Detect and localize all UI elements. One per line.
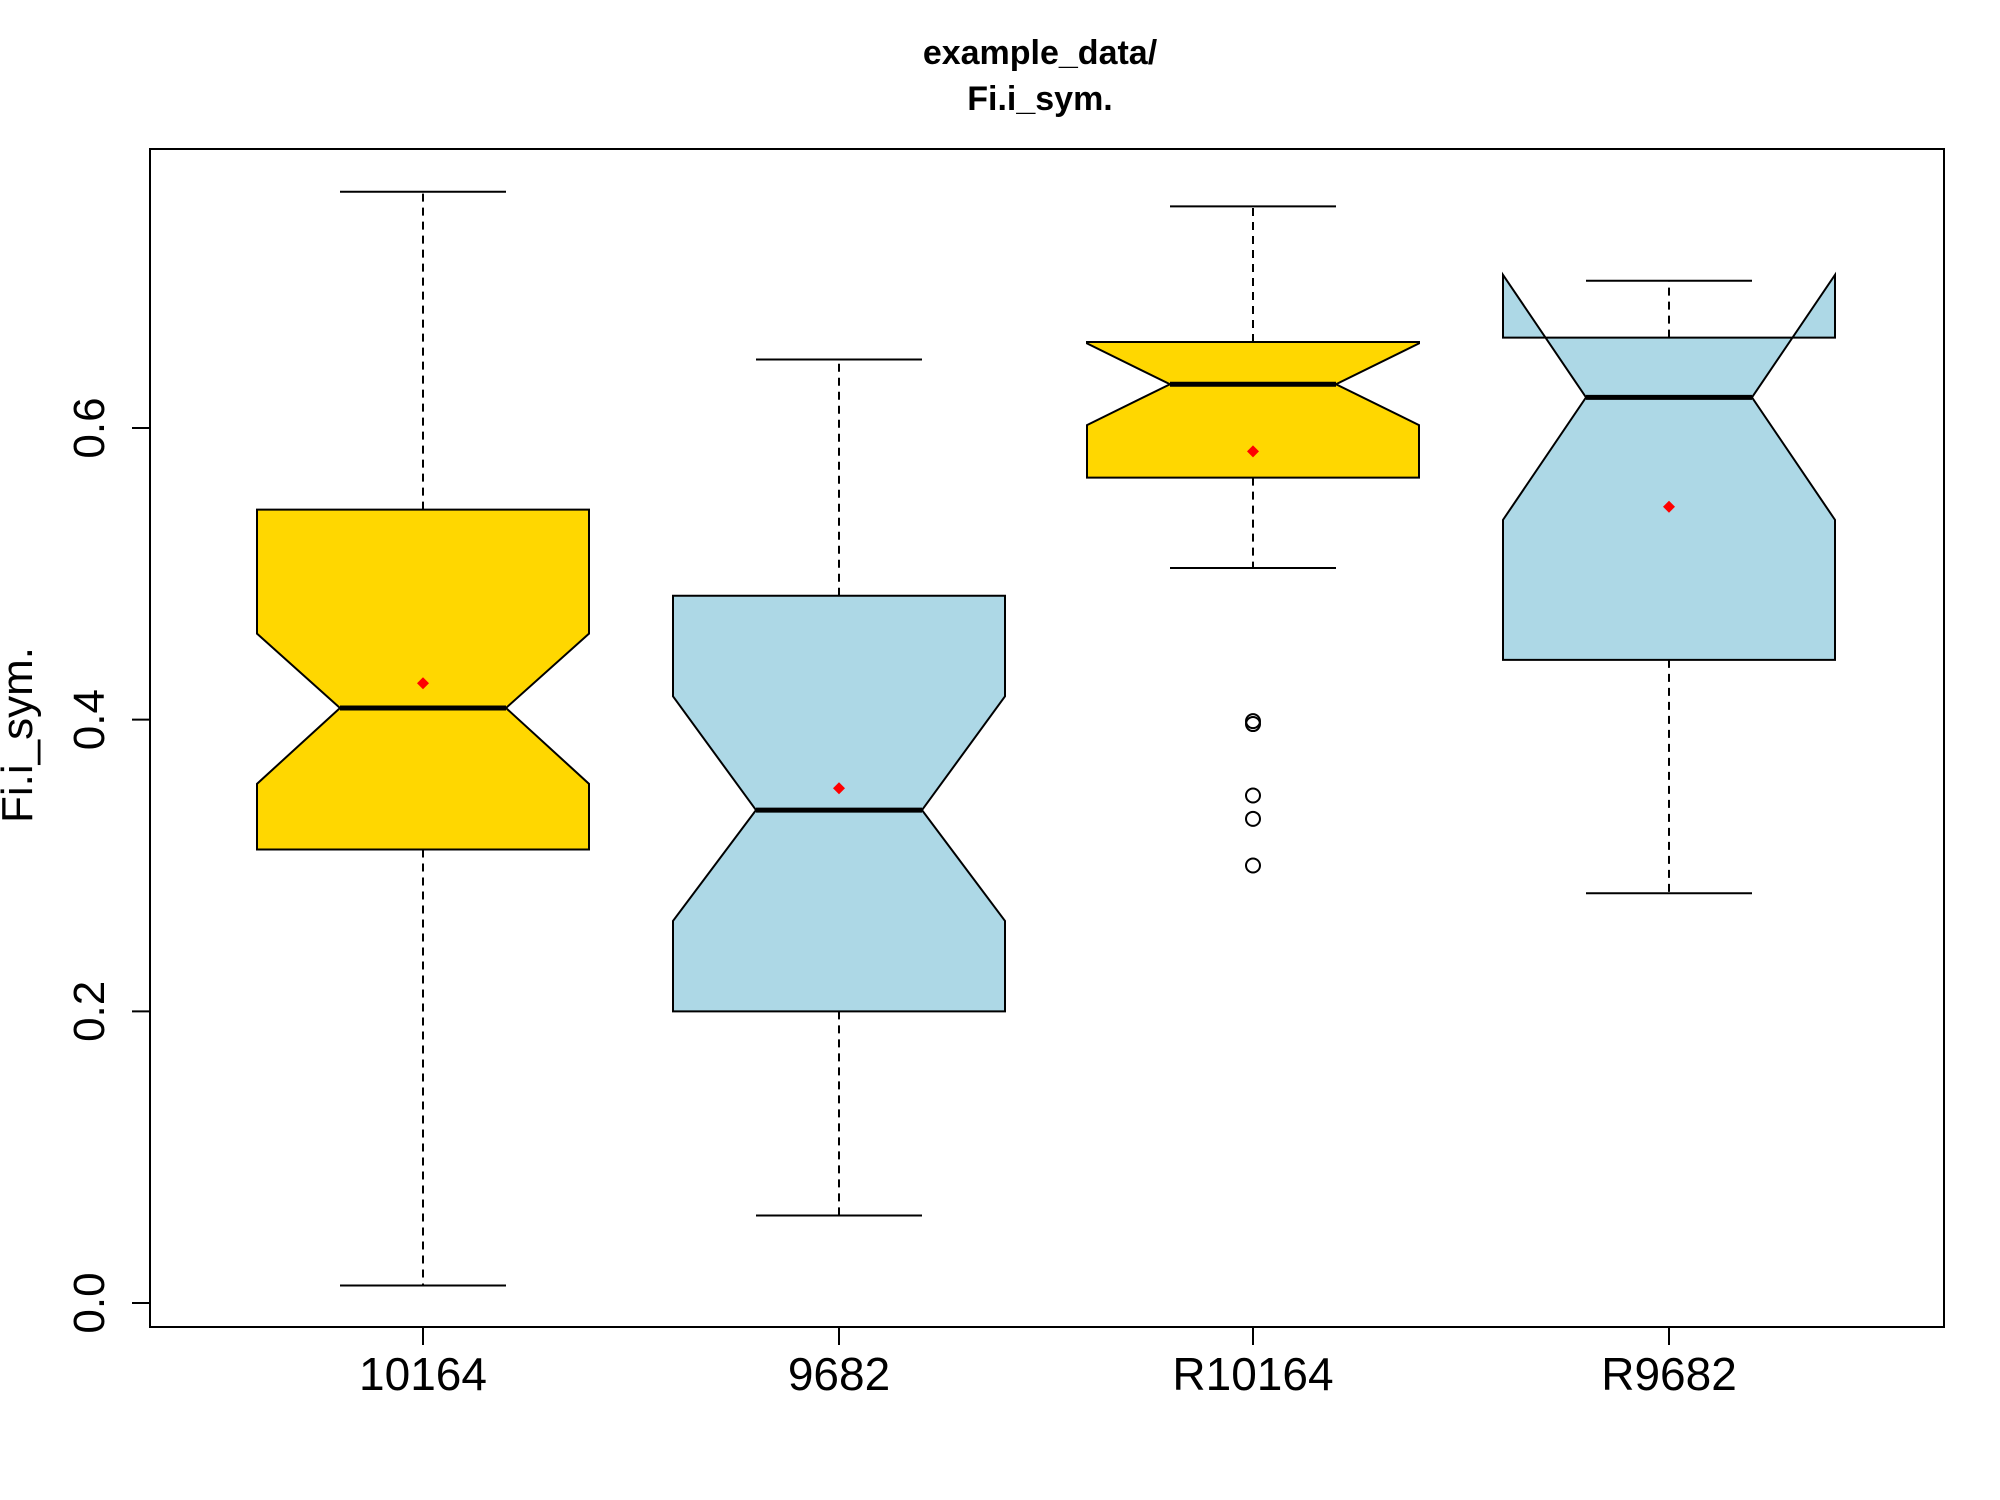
chart-title-line-1: example_data/ [923, 34, 1158, 72]
outlier-point [1245, 857, 1261, 874]
box-R10164 [1086, 340, 1420, 479]
outlier-point [1245, 810, 1261, 827]
y-tick-label: 0.6 [65, 397, 114, 458]
mean-marker [833, 782, 845, 795]
mean-marker [417, 677, 429, 690]
outlier-point [1245, 713, 1261, 730]
x-tick-label: 10164 [359, 1348, 487, 1400]
plot-frame [149, 148, 1945, 1328]
outlier-point [1245, 787, 1261, 804]
box-R9682 [1502, 271, 1836, 661]
box-9682 [672, 594, 1006, 1013]
mean-marker [1247, 445, 1259, 458]
x-tick-label: R9682 [1601, 1348, 1737, 1400]
y-tick-label: 0.0 [65, 1272, 114, 1333]
y-tick-label: 0.2 [65, 981, 114, 1042]
mean-marker [1663, 500, 1675, 513]
chart-title-line-2: Fi.i_sym. [967, 80, 1113, 118]
y-axis-label: Fi.i_sym. [0, 647, 42, 823]
x-tick-label: R10164 [1172, 1348, 1333, 1400]
x-tick-label: 9682 [788, 1348, 890, 1400]
y-tick-label: 0.4 [65, 689, 114, 750]
plot-layer: 0.0 0.2 0.4 0.6 10164 9682 R10164 R9682 [65, 148, 1945, 1400]
